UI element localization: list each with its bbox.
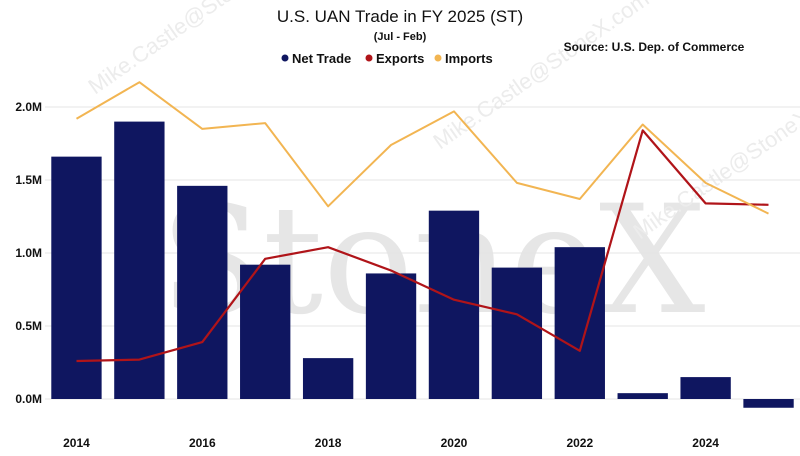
y-axis-tick-labels: 0.0M 0.5M 1.0M 1.5M 2.0M: [15, 100, 42, 406]
chart-source: Source: U.S. Dep. of Commerce: [564, 40, 745, 54]
legend-label-imports: Imports: [445, 51, 493, 66]
legend-marker-imports: [434, 54, 442, 62]
legend-marker-net-trade: [281, 54, 289, 62]
line-imports: [75, 81, 769, 215]
bar-net-trade-2021: [491, 267, 543, 399]
x-axis-tick-labels: 2014 2016 2018 2020 2022 2024: [63, 436, 719, 450]
bar-net-trade-2014: [51, 156, 102, 399]
x-tick-label: 2020: [441, 436, 468, 450]
gridlines: [45, 106, 800, 400]
bar-net-trade-2017: [240, 264, 291, 399]
bar-net-trade-2020: [428, 210, 480, 399]
legend-label-net-trade: Net Trade: [292, 51, 351, 66]
y-tick-label: 0.0M: [15, 392, 42, 406]
bar-net-trade-2023: [617, 393, 668, 399]
bar-net-trade-2019: [365, 273, 417, 399]
bar-net-trade-2018: [302, 358, 354, 399]
bar-net-trade-2024: [680, 377, 731, 399]
x-tick-label: 2022: [566, 436, 593, 450]
watermark-diagonal-3: Mike.Castle@StoneX.com: [629, 76, 800, 244]
chart-title: U.S. UAN Trade in FY 2025 (ST): [277, 7, 523, 26]
x-tick-label: 2024: [692, 436, 719, 450]
series-lines: [75, 81, 769, 363]
y-tick-label: 0.5M: [15, 319, 42, 333]
y-tick-label: 2.0M: [15, 100, 42, 114]
x-tick-label: 2018: [315, 436, 342, 450]
line-exports: [76, 129, 769, 363]
watermark-diagonal-1: Mike.Castle@StoneX.com: [84, 0, 309, 99]
legend-marker-exports: [365, 54, 373, 62]
chart-subtitle: (Jul - Feb): [374, 31, 427, 43]
legend-label-exports: Exports: [376, 51, 424, 66]
bar-net-trade-2016: [177, 185, 228, 399]
y-tick-label: 1.0M: [15, 246, 42, 260]
bar-net-trade-2015: [114, 121, 165, 399]
net-trade-bars: [51, 121, 794, 408]
bar-net-trade-2025: [743, 399, 794, 408]
bar-net-trade-2022: [554, 247, 605, 399]
x-tick-label: 2014: [63, 436, 90, 450]
x-tick-label: 2016: [189, 436, 216, 450]
y-tick-label: 1.5M: [15, 173, 42, 187]
legend: Net Trade Exports Imports: [281, 51, 493, 66]
